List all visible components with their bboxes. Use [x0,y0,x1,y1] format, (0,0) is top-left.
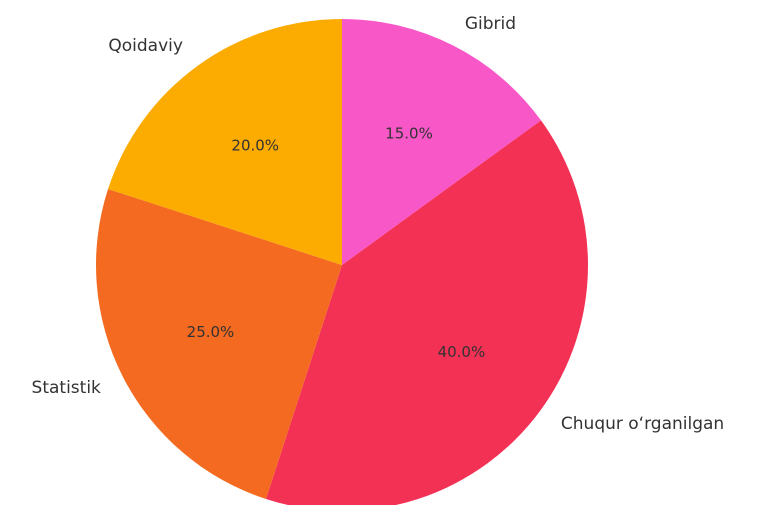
percent-label-qoidaviy: 20.0% [231,137,279,155]
category-labels: Gibrid Chuqur o‘rganilgan Statistik Qoidavi… [32,14,725,434]
percent-label-gibrid: 15.0% [385,124,433,142]
percent-label-chuqur-o-rganilgan: 40.0% [438,343,486,361]
category-label-qoidaviy: Qoidaviy [108,36,183,56]
percent-label-statistik: 25.0% [187,323,235,341]
category-label-chuqur-o-rganilgan: Chuqur o‘rganilgan [561,414,724,434]
pie-slice-statistik [96,188,342,499]
percent-labels: 15.0% 40.0% 25.0% 20.0% [187,124,486,360]
category-label-statistik: Statistik [32,378,102,398]
slices-group [96,19,588,505]
pie-slice-gibrid [342,19,542,265]
pie-slice-qoidaviy [108,19,342,265]
pie-slice-chuqur-o-rganilgan [265,120,588,505]
category-label-gibrid: Gibrid [465,14,516,34]
